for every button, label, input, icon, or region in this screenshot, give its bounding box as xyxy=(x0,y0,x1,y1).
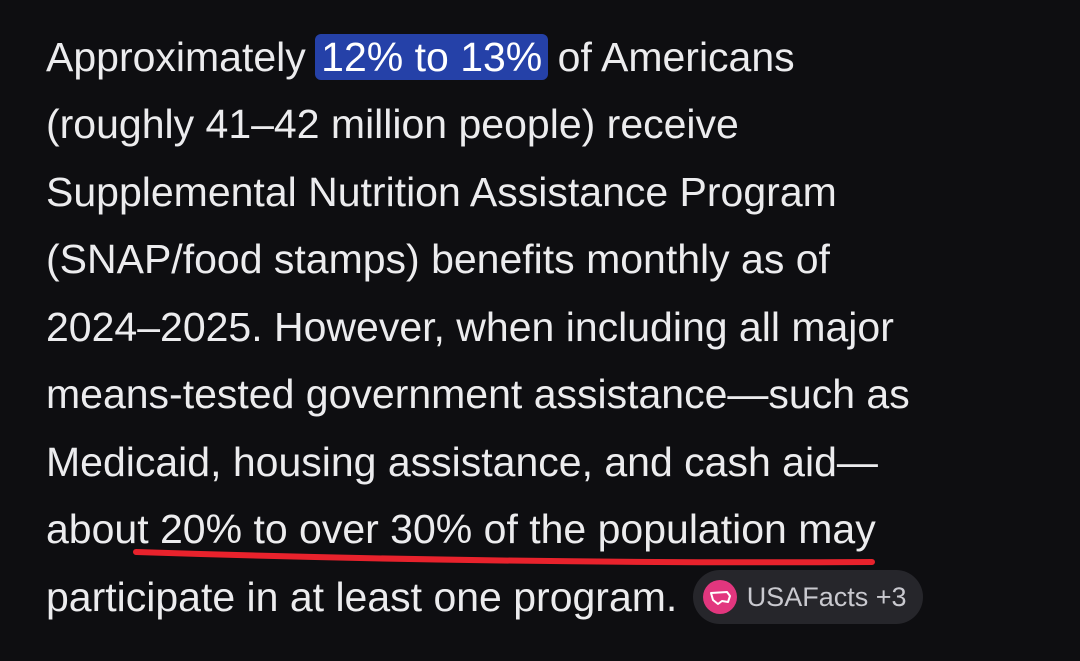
text-line: Medicaid, housing assistance, and cash a… xyxy=(46,439,878,485)
source-label: USAFacts +3 xyxy=(746,582,907,613)
text-line: Approximately 12% to 13% of Americans xyxy=(46,29,795,85)
underlined-text: 20% to over 30% of the population xyxy=(133,506,875,566)
source-chip[interactable]: USAFacts +3 xyxy=(692,570,923,625)
text: Approximately xyxy=(46,34,318,80)
text-line: 2024–2025. However, when including all m… xyxy=(46,304,894,350)
text-line: about 20% to over 30% of the population … xyxy=(46,501,876,566)
highlighted-text: 12% to 13% xyxy=(315,34,549,80)
text-line: (SNAP/food stamps) benefits monthly as o… xyxy=(46,236,830,282)
text: of Americans xyxy=(546,34,795,80)
map-glyph xyxy=(709,591,731,606)
text-line: means-tested government assistance—such … xyxy=(46,371,910,417)
text: about xyxy=(46,506,160,552)
text: 20% to over 30% of the population xyxy=(160,506,787,552)
text-line: (roughly 41–42 million people) receive xyxy=(46,101,739,147)
red-underline xyxy=(133,549,875,566)
source-icon xyxy=(702,580,737,615)
text: participate in at least one program. xyxy=(46,574,689,620)
text-line: participate in at least one program. USA… xyxy=(46,569,923,625)
text: may xyxy=(786,506,876,552)
map-outline xyxy=(709,591,731,606)
underline-stroke xyxy=(133,549,875,566)
text-line: Supplemental Nutrition Assistance Progra… xyxy=(46,169,837,215)
